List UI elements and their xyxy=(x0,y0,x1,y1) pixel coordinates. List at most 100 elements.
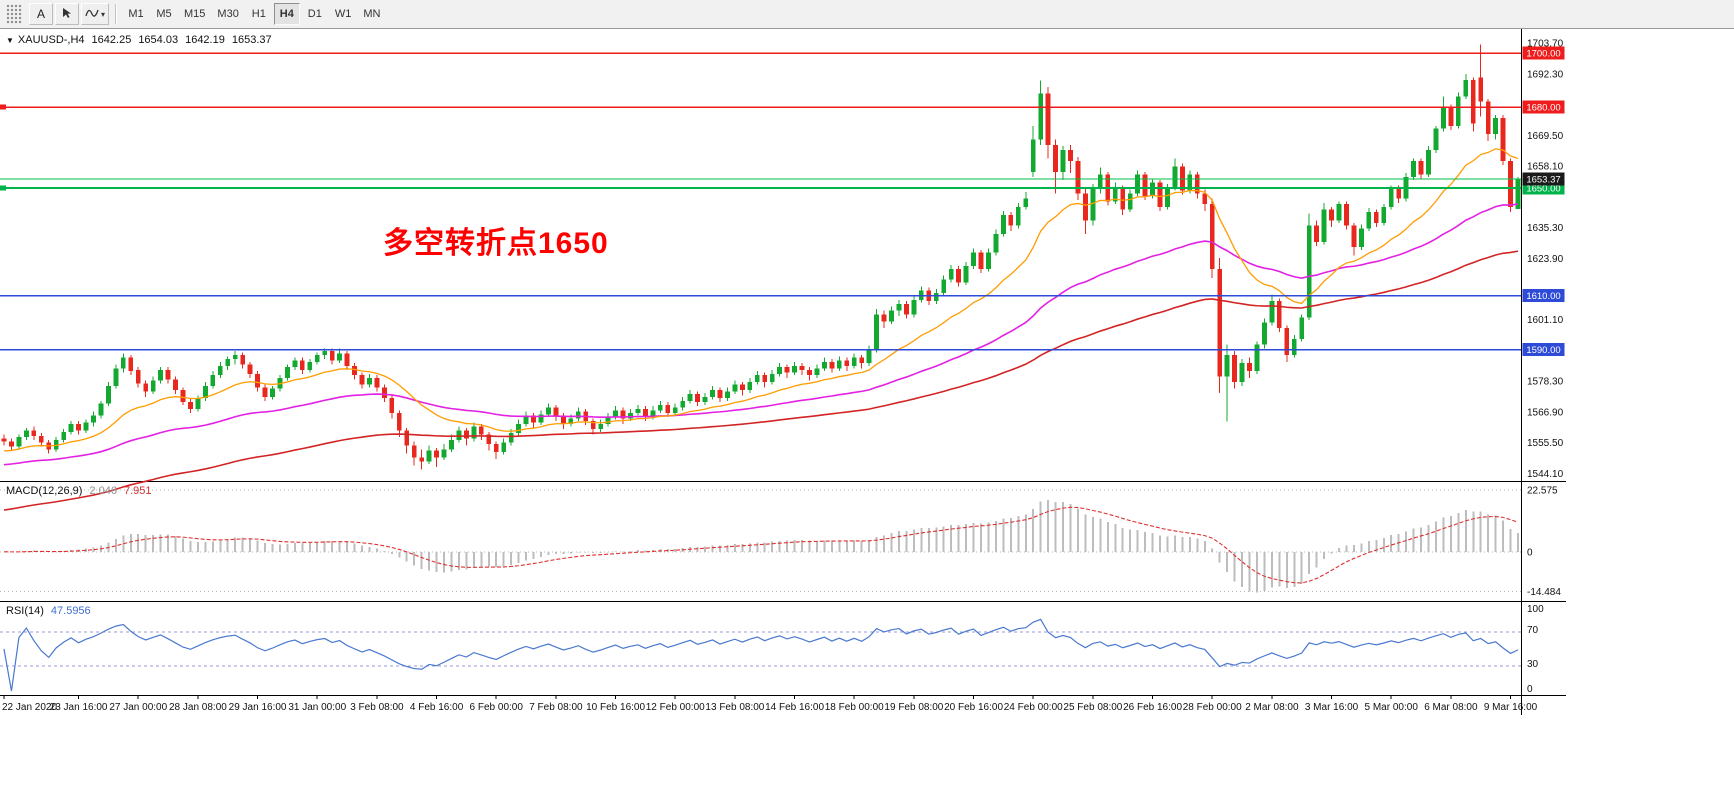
squiggle-icon xyxy=(85,7,99,22)
time-label: 5 Mar 00:00 xyxy=(1365,702,1419,713)
ohlc-high: 1654.03 xyxy=(138,34,179,46)
timeframe-group: M1 M5 M15 M30 H1 H4 D1 W1 MN xyxy=(122,3,386,25)
time-label: 3 Mar 16:00 xyxy=(1305,702,1359,713)
time-label: 24 Feb 00:00 xyxy=(1004,702,1063,713)
chart-expand-icon[interactable]: ▼ xyxy=(6,36,14,45)
price-badge-1590.00 xyxy=(1522,343,1565,357)
rsi-header: RSI(14) 47.5956 xyxy=(6,605,98,617)
timeframe-button-w1[interactable]: W1 xyxy=(329,3,357,25)
current-price-badge xyxy=(1522,172,1565,186)
timeframe-button-m1[interactable]: M1 xyxy=(123,3,150,25)
price-badge-1700.00 xyxy=(1522,46,1565,60)
price-tick-label: 1658.10 xyxy=(1527,162,1564,173)
time-label: 28 Feb 00:00 xyxy=(1183,702,1242,713)
svg-text:1650.00: 1650.00 xyxy=(1526,183,1560,194)
ohlc-open: 1642.25 xyxy=(91,34,132,46)
top-toolbar: A ▾ M1 M5 M15 M30 H1 H4 D1 W1 MN xyxy=(0,0,1734,29)
price-tick-label: 1544.10 xyxy=(1527,469,1564,480)
price-tick-label: 1692.30 xyxy=(1527,69,1564,80)
rsi-axis-label: 70 xyxy=(1527,625,1539,636)
rsi-line xyxy=(3,618,1519,692)
price-tick-label: 1635.30 xyxy=(1527,223,1564,234)
time-label: 6 Feb 00:00 xyxy=(470,702,524,713)
macd-axis-label: 0 xyxy=(1527,547,1533,558)
time-label: 12 Feb 00:00 xyxy=(646,702,705,713)
toolbar-gripper-icon[interactable] xyxy=(6,4,22,24)
time-label: 7 Feb 08:00 xyxy=(529,702,583,713)
time-label: 19 Feb 08:00 xyxy=(884,702,943,713)
time-label: 26 Feb 16:00 xyxy=(1123,702,1182,713)
svg-text:1700.00: 1700.00 xyxy=(1526,49,1560,60)
macd-signal-line xyxy=(3,506,1519,584)
chevron-down-icon: ▾ xyxy=(101,9,106,19)
time-label: 27 Jan 00:00 xyxy=(109,702,167,713)
toolbar-separator xyxy=(115,4,118,24)
timeframe-button-m15[interactable]: M15 xyxy=(179,3,211,25)
price-tick-label: 1703.70 xyxy=(1527,39,1564,50)
macd-header: MACD(12,26,9) 2.046 7.951 xyxy=(6,485,158,497)
price-tick-label: 1601.10 xyxy=(1527,315,1564,326)
price-badge-1610.00 xyxy=(1522,289,1565,303)
rsi-value: 47.5956 xyxy=(50,605,91,617)
rsi-panel[interactable]: 100 70 30 0 xyxy=(0,604,1544,695)
macd-histogram xyxy=(10,500,1519,593)
macd-signal-value: 7.951 xyxy=(123,485,152,497)
panel-frame xyxy=(0,29,1566,715)
symbol-period-label: XAUUSD-,H4 xyxy=(17,34,85,46)
macd-panel[interactable]: 22.575 0 -14.484 xyxy=(0,485,1561,598)
cursor-icon xyxy=(62,7,73,22)
cursor-tool-button[interactable] xyxy=(55,3,79,25)
price-tick-label: 1566.90 xyxy=(1527,407,1564,418)
time-label: 31 Jan 00:00 xyxy=(288,702,346,713)
timeframe-button-mn[interactable]: MN xyxy=(358,3,386,25)
macd-main-value: 2.046 xyxy=(89,485,117,497)
rsi-axis-label: 0 xyxy=(1527,684,1533,695)
draw-tools-dropdown[interactable]: ▾ xyxy=(81,3,110,25)
candlestick-series[interactable] xyxy=(1,44,1521,470)
time-label: 22 Jan 2020 xyxy=(2,702,57,713)
time-label: 28 Jan 08:00 xyxy=(169,702,227,713)
price-tick-label: 1578.30 xyxy=(1527,377,1564,388)
price-levels[interactable]: 1700.00 1680.00 1650.00 1610.00 1590.00 1653.… xyxy=(0,46,1565,357)
time-label: 14 Feb 16:00 xyxy=(765,702,824,713)
macd-axis-label: 22.575 xyxy=(1527,485,1558,496)
rsi-axis-label: 100 xyxy=(1527,604,1544,615)
time-label: 18 Feb 00:00 xyxy=(825,702,884,713)
svg-text:1680.00: 1680.00 xyxy=(1526,103,1560,114)
svg-text:1653.37: 1653.37 xyxy=(1526,174,1560,185)
time-label: 2 Mar 08:00 xyxy=(1245,702,1299,713)
rsi-title: RSI(14) xyxy=(6,605,44,617)
svg-text:1590.00: 1590.00 xyxy=(1526,345,1560,356)
time-label: 25 Feb 08:00 xyxy=(1063,702,1122,713)
timeframe-button-d1[interactable]: D1 xyxy=(301,3,328,25)
ohlc-close: 1653.37 xyxy=(231,34,272,46)
rsi-axis-label: 30 xyxy=(1527,659,1539,670)
time-label: 3 Feb 08:00 xyxy=(350,702,404,713)
chart-annotation-text[interactable]: 多空转折点1650 xyxy=(383,227,609,260)
price-tick-label: 1623.90 xyxy=(1527,254,1564,265)
time-label: 13 Feb 08:00 xyxy=(705,702,764,713)
price-badge-1680.00 xyxy=(1522,100,1565,114)
time-label: 9 Mar 16:00 xyxy=(1484,702,1538,713)
timeframe-button-h4[interactable]: H4 xyxy=(273,3,300,25)
timeframe-button-m30[interactable]: M30 xyxy=(212,3,244,25)
timeframe-button-m5[interactable]: M5 xyxy=(151,3,178,25)
time-label: 10 Feb 16:00 xyxy=(586,702,645,713)
moving-averages xyxy=(3,148,1519,511)
svg-text:1610.00: 1610.00 xyxy=(1526,291,1560,302)
text-tool-button[interactable]: A xyxy=(29,3,53,25)
time-label: 6 Mar 08:00 xyxy=(1424,702,1478,713)
time-label: 20 Feb 16:00 xyxy=(944,702,1003,713)
chart-header: ▼ XAUUSD-,H4 1642.25 1654.03 1642.19 1653.37 xyxy=(6,34,279,46)
time-label: 29 Jan 16:00 xyxy=(229,702,287,713)
price-scale[interactable]: 1703.70 1692.30 1669.50 1658.10 1635.30 1623.… xyxy=(1527,39,1564,480)
timeframe-button-h1[interactable]: H1 xyxy=(245,3,272,25)
time-label: 23 Jan 16:00 xyxy=(50,702,108,713)
price-tick-label: 1669.50 xyxy=(1527,131,1564,142)
macd-title: MACD(12,26,9) xyxy=(6,485,83,497)
ohlc-low: 1642.19 xyxy=(185,34,225,46)
macd-axis-label: -14.484 xyxy=(1527,587,1561,598)
price-tick-label: 1555.50 xyxy=(1527,438,1564,449)
